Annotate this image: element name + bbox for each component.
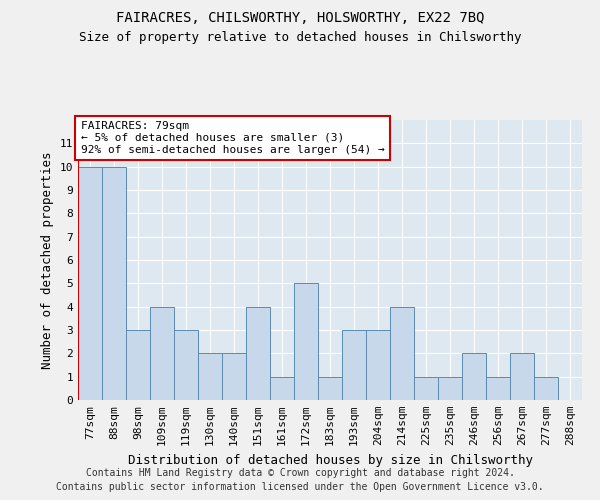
Bar [510, 354, 534, 400]
Bar [438, 376, 462, 400]
Bar [414, 376, 438, 400]
Bar [222, 354, 246, 400]
Bar [198, 354, 222, 400]
Bar [150, 306, 174, 400]
Bar [78, 166, 102, 400]
Text: FAIRACRES, CHILSWORTHY, HOLSWORTHY, EX22 7BQ: FAIRACRES, CHILSWORTHY, HOLSWORTHY, EX22… [116, 10, 484, 24]
Bar [126, 330, 150, 400]
Bar [366, 330, 390, 400]
Bar [486, 376, 510, 400]
Bar [318, 376, 342, 400]
Bar [174, 330, 198, 400]
Y-axis label: Number of detached properties: Number of detached properties [41, 151, 54, 369]
Bar [102, 166, 126, 400]
Text: FAIRACRES: 79sqm
← 5% of detached houses are smaller (3)
92% of semi-detached ho: FAIRACRES: 79sqm ← 5% of detached houses… [80, 122, 384, 154]
Bar [534, 376, 558, 400]
Bar [270, 376, 294, 400]
Text: Contains public sector information licensed under the Open Government Licence v3: Contains public sector information licen… [56, 482, 544, 492]
Bar [342, 330, 366, 400]
Bar [246, 306, 270, 400]
Bar [294, 284, 318, 400]
X-axis label: Distribution of detached houses by size in Chilsworthy: Distribution of detached houses by size … [128, 454, 533, 466]
Text: Size of property relative to detached houses in Chilsworthy: Size of property relative to detached ho… [79, 31, 521, 44]
Text: Contains HM Land Registry data © Crown copyright and database right 2024.: Contains HM Land Registry data © Crown c… [86, 468, 514, 477]
Bar [462, 354, 486, 400]
Bar [390, 306, 414, 400]
